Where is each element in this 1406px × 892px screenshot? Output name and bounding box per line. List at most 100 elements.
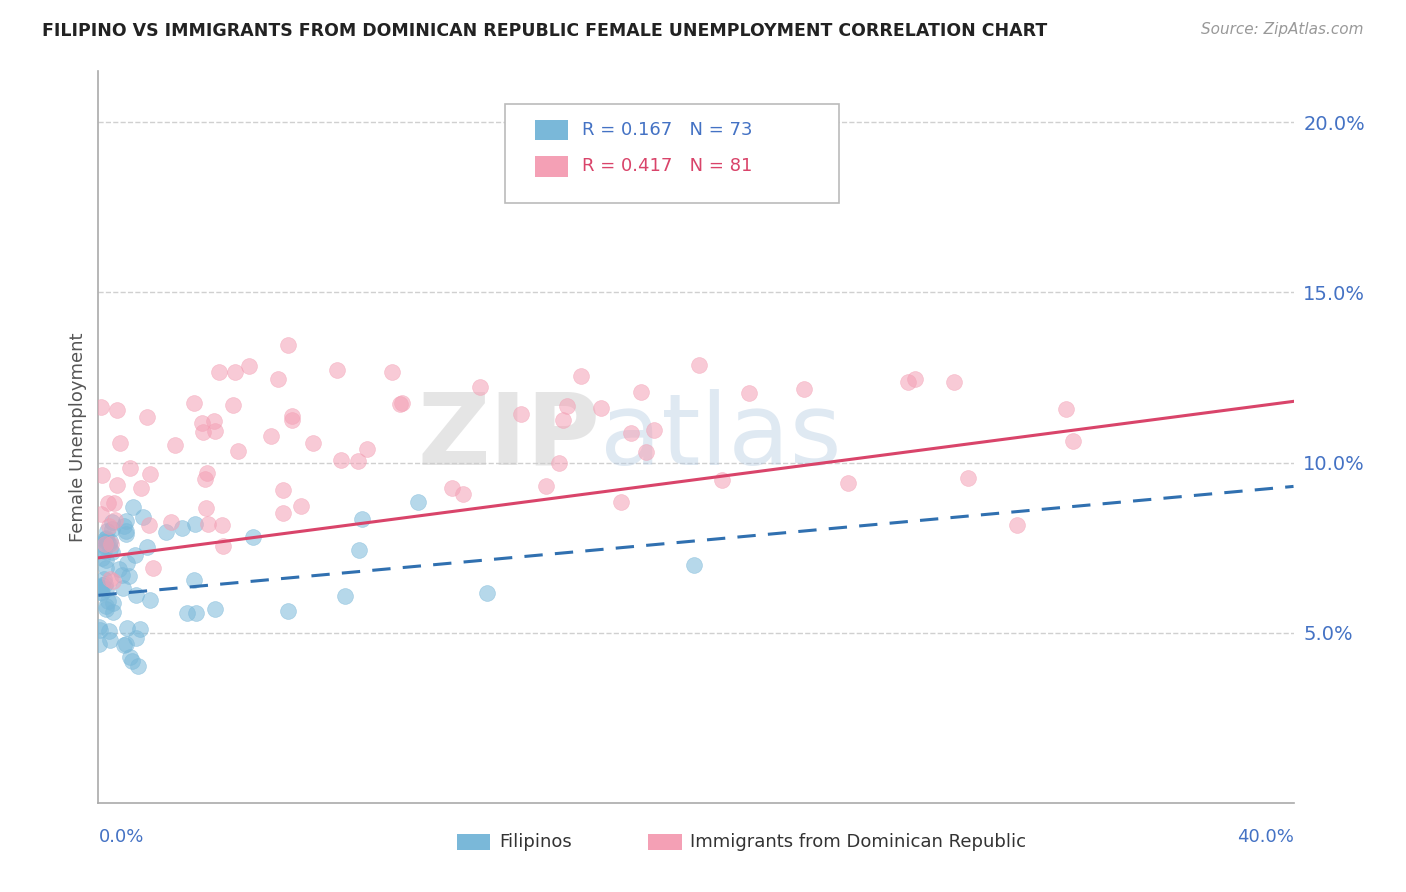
Point: [91, 537, 114, 551]
Point: [139, 467, 162, 482]
Point: [94, 531, 117, 545]
Point: [115, 526, 138, 541]
Point: [391, 396, 413, 410]
Point: [451, 487, 474, 501]
Point: [107, 562, 129, 576]
Point: [120, 461, 142, 475]
Text: Immigrants from Dominican Republic: Immigrants from Dominican Republic: [690, 833, 1026, 851]
Point: [93, 572, 115, 586]
Point: [333, 589, 356, 603]
Point: [208, 366, 231, 380]
Point: [346, 454, 368, 468]
Point: [111, 581, 134, 595]
Point: [129, 622, 152, 636]
Point: [406, 495, 429, 509]
Point: [101, 605, 124, 619]
Point: [277, 604, 299, 618]
Point: [238, 359, 260, 373]
Point: [190, 416, 212, 430]
Point: [112, 638, 135, 652]
Point: [356, 442, 378, 457]
Point: [470, 380, 492, 394]
Point: [160, 515, 183, 529]
Point: [114, 637, 136, 651]
Point: [195, 466, 218, 480]
Point: [591, 401, 613, 415]
Point: [271, 506, 294, 520]
Bar: [648, 834, 682, 850]
Point: [183, 573, 205, 587]
Point: [441, 481, 464, 495]
Bar: [534, 120, 568, 140]
Point: [683, 558, 706, 573]
Point: [90, 584, 112, 599]
Point: [176, 606, 198, 620]
Point: [97, 496, 120, 510]
Point: [94, 537, 117, 551]
Text: 0.0%: 0.0%: [98, 829, 143, 847]
Point: [165, 438, 187, 452]
Point: [96, 553, 118, 567]
Point: [98, 519, 121, 533]
Point: [569, 368, 592, 383]
Point: [115, 557, 138, 571]
Point: [105, 478, 128, 492]
Point: [183, 395, 205, 409]
Point: [94, 561, 117, 575]
Bar: [534, 156, 568, 177]
Point: [904, 372, 927, 386]
FancyBboxPatch shape: [505, 104, 839, 203]
Point: [204, 425, 226, 439]
Point: [101, 522, 124, 536]
Point: [221, 398, 243, 412]
Point: [688, 358, 710, 372]
Point: [793, 382, 815, 396]
Point: [90, 578, 112, 592]
Point: [94, 532, 117, 546]
Point: [389, 397, 412, 411]
Point: [125, 588, 148, 602]
Point: [260, 428, 283, 442]
Point: [184, 517, 207, 532]
Point: [89, 580, 111, 594]
Point: [1005, 518, 1028, 533]
Point: [98, 624, 121, 638]
Point: [211, 517, 233, 532]
Point: [115, 620, 138, 634]
Point: [101, 515, 124, 529]
Point: [737, 386, 759, 401]
Point: [94, 576, 117, 591]
Point: [135, 409, 157, 424]
Point: [139, 593, 162, 607]
Point: [87, 637, 110, 651]
Point: [114, 524, 136, 538]
Point: [281, 413, 304, 427]
Text: R = 0.417   N = 81: R = 0.417 N = 81: [582, 158, 752, 176]
Point: [93, 539, 115, 553]
Point: [186, 606, 208, 620]
Point: [266, 372, 288, 386]
Point: [104, 513, 127, 527]
Point: [620, 426, 643, 441]
Point: [100, 537, 122, 551]
Point: [110, 567, 132, 582]
Point: [90, 401, 112, 415]
Point: [90, 550, 112, 565]
Point: [94, 602, 117, 616]
Point: [1054, 401, 1077, 416]
Point: [112, 518, 135, 533]
Point: [124, 548, 146, 562]
Point: [280, 409, 302, 424]
Point: [90, 468, 112, 483]
Point: [127, 658, 149, 673]
Point: [194, 472, 217, 486]
Point: [630, 384, 652, 399]
Point: [510, 407, 533, 421]
Point: [326, 362, 349, 376]
Point: [91, 586, 114, 600]
Point: [118, 569, 141, 583]
Point: [290, 500, 312, 514]
Point: [381, 365, 404, 379]
Point: [301, 436, 323, 450]
Point: [100, 572, 122, 586]
